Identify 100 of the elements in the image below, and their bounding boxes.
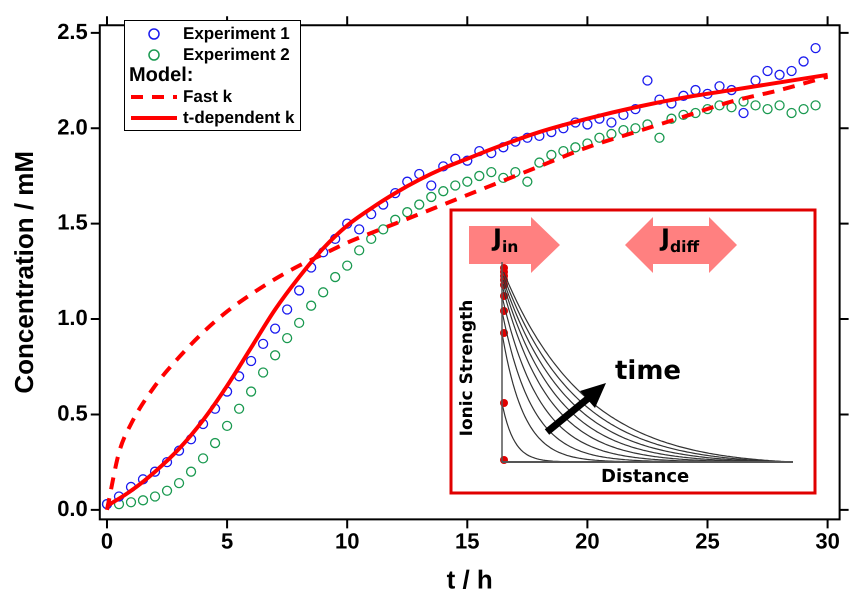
x-tick-label: 30 <box>815 528 840 554</box>
point <box>750 100 761 110</box>
x-tick-label: 5 <box>220 528 234 554</box>
point <box>126 497 136 508</box>
point <box>498 142 508 152</box>
point <box>402 207 412 218</box>
point <box>762 66 773 76</box>
point <box>486 166 496 178</box>
point <box>510 136 520 147</box>
point <box>714 100 725 110</box>
point <box>174 446 184 456</box>
point <box>618 124 629 136</box>
point <box>690 84 701 96</box>
point <box>462 156 472 166</box>
point <box>666 114 677 124</box>
point <box>150 491 160 502</box>
point <box>798 56 809 67</box>
point <box>438 186 448 196</box>
point <box>546 150 557 160</box>
legend-title: Model: <box>129 64 194 86</box>
point <box>294 318 304 328</box>
point <box>426 192 436 202</box>
point <box>318 287 328 298</box>
point <box>678 110 689 120</box>
point <box>150 466 160 477</box>
point <box>714 81 725 92</box>
point <box>582 119 593 130</box>
point <box>162 457 172 468</box>
point <box>570 117 581 128</box>
point <box>462 176 472 187</box>
point <box>294 285 304 296</box>
point <box>138 495 148 506</box>
point <box>630 123 641 134</box>
legend-label: t-dependent k <box>183 107 294 128</box>
point <box>258 367 268 378</box>
point <box>222 420 232 432</box>
point <box>654 132 665 143</box>
point <box>186 466 196 477</box>
point <box>522 132 532 143</box>
point <box>414 168 424 180</box>
point <box>786 66 797 76</box>
point <box>738 108 749 118</box>
point <box>570 142 581 152</box>
point <box>606 117 617 128</box>
point <box>726 102 737 112</box>
point <box>474 170 484 182</box>
point <box>354 224 364 235</box>
point <box>306 300 316 311</box>
point <box>138 474 148 484</box>
y-axis-title: Concentration / mM <box>8 150 39 394</box>
point <box>162 486 172 496</box>
y-tick-label: 2.0 <box>57 114 88 140</box>
point <box>246 356 256 366</box>
point <box>774 100 785 110</box>
point <box>114 491 124 502</box>
point <box>630 104 641 114</box>
point <box>438 161 448 172</box>
point <box>354 245 364 256</box>
point <box>762 104 773 114</box>
legend-label: Experiment 1 <box>183 23 290 44</box>
point <box>690 108 701 118</box>
point <box>750 75 761 86</box>
point <box>810 42 821 54</box>
x-tick-label: 10 <box>334 528 360 554</box>
point <box>642 75 653 86</box>
point <box>258 338 268 350</box>
point <box>726 84 737 96</box>
point <box>246 386 256 397</box>
y-tick-label: 1.5 <box>57 210 88 235</box>
point <box>678 90 689 101</box>
point <box>702 88 713 100</box>
point <box>594 132 605 143</box>
point <box>786 108 797 118</box>
point <box>798 104 809 114</box>
y-tick-label: 1.0 <box>57 305 88 330</box>
x-tick-label: 25 <box>695 528 720 554</box>
point <box>810 100 821 110</box>
point <box>474 146 484 156</box>
legend-label: Experiment 2 <box>183 44 290 65</box>
point <box>198 418 208 430</box>
point <box>330 272 340 282</box>
y-tick-label: 2.5 <box>57 18 88 44</box>
x-tick-label: 0 <box>100 528 114 554</box>
point <box>522 176 532 187</box>
point <box>210 438 220 448</box>
point <box>414 199 424 210</box>
x-tick-label: 20 <box>575 528 600 554</box>
x-axis-title: t / h <box>446 564 493 595</box>
point <box>282 332 292 344</box>
x-tick-label: 15 <box>455 528 480 554</box>
point <box>510 166 520 178</box>
point <box>282 304 292 315</box>
point <box>330 234 340 244</box>
point <box>390 188 400 198</box>
point <box>702 104 713 114</box>
point <box>342 260 352 271</box>
point <box>774 70 785 80</box>
point <box>366 234 376 244</box>
y-tick-label: 0.5 <box>57 400 88 426</box>
point <box>378 224 388 235</box>
